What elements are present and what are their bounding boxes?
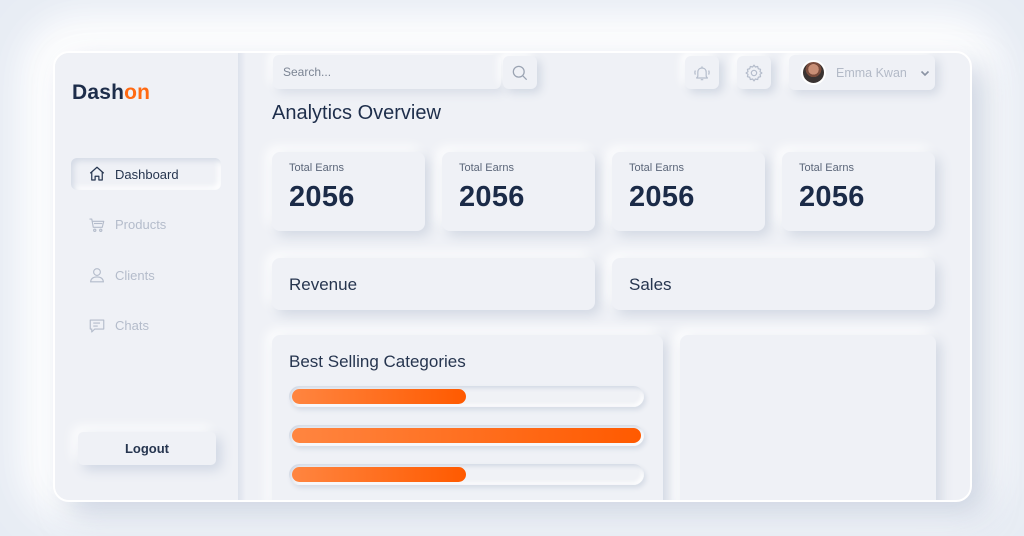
chevron-down-icon <box>919 67 931 79</box>
sidebar-nav: Dashboard Products Clients Chats <box>71 158 221 360</box>
home-icon <box>88 165 106 183</box>
notifications-button[interactable] <box>685 56 719 89</box>
user-menu[interactable]: Emma Kwan <box>789 55 935 90</box>
search-button[interactable] <box>503 56 537 89</box>
sidebar: Dashon Dashboard Products Clients <box>55 53 238 500</box>
sidebar-item-label: Chats <box>115 318 149 333</box>
stat-value: 2056 <box>459 181 525 213</box>
panel-title: Sales <box>629 275 672 294</box>
logo-accent-text: on <box>124 81 151 104</box>
page-title: Analytics Overview <box>272 102 441 124</box>
sidebar-item-label: Products <box>115 217 167 232</box>
stat-card: Total Earns 2056 <box>442 152 595 231</box>
stat-card: Total Earns 2056 <box>272 152 425 231</box>
best-selling-categories-panel: Best Selling Categories <box>272 335 663 500</box>
dashboard-window: Dashon Dashboard Products Clients <box>53 51 972 502</box>
logo: Dashon <box>72 81 150 105</box>
stat-value: 2056 <box>799 181 865 213</box>
main-content: Emma Kwan Analytics Overview Total Earns… <box>246 53 970 500</box>
cart-icon <box>88 216 106 234</box>
sidebar-item-label: Clients <box>115 267 155 283</box>
progress-fill <box>292 428 641 443</box>
gear-icon <box>744 63 764 83</box>
sidebar-item-clients[interactable]: Clients <box>71 259 221 291</box>
logout-button[interactable]: Logout <box>78 432 216 465</box>
stat-card: Total Earns 2056 <box>612 152 765 231</box>
sidebar-item-label: Dashboard <box>115 166 179 182</box>
avatar <box>801 60 826 85</box>
stat-label: Total Earns <box>799 162 855 174</box>
user-name: Emma Kwan <box>836 65 907 80</box>
category-progress-bar <box>289 464 644 485</box>
search-box <box>273 55 501 89</box>
logo-text: Dash <box>72 81 125 104</box>
empty-panel <box>680 335 936 500</box>
sidebar-item-chats[interactable]: Chats <box>71 310 221 342</box>
stat-value: 2056 <box>629 181 695 213</box>
sidebar-item-products[interactable]: Products <box>71 209 221 241</box>
settings-button[interactable] <box>737 56 771 89</box>
sales-panel: Sales <box>612 258 935 310</box>
user-icon <box>88 266 106 284</box>
stat-label: Total Earns <box>289 162 345 174</box>
category-progress-bar <box>289 425 644 446</box>
panel-title: Best Selling Categories <box>289 352 466 371</box>
search-input[interactable] <box>273 55 501 89</box>
progress-fill <box>292 389 466 404</box>
search-icon <box>510 63 530 83</box>
stat-card: Total Earns 2056 <box>782 152 935 231</box>
revenue-panel: Revenue <box>272 258 595 310</box>
panel-title: Revenue <box>289 275 358 294</box>
sidebar-item-dashboard[interactable]: Dashboard <box>71 158 221 190</box>
bell-icon <box>692 63 712 83</box>
stat-label: Total Earns <box>459 162 515 174</box>
chat-icon <box>88 317 106 335</box>
progress-fill <box>292 467 466 482</box>
stat-label: Total Earns <box>629 162 685 174</box>
category-progress-bar <box>289 386 644 407</box>
stat-value: 2056 <box>289 181 355 213</box>
sidebar-divider <box>238 53 246 500</box>
